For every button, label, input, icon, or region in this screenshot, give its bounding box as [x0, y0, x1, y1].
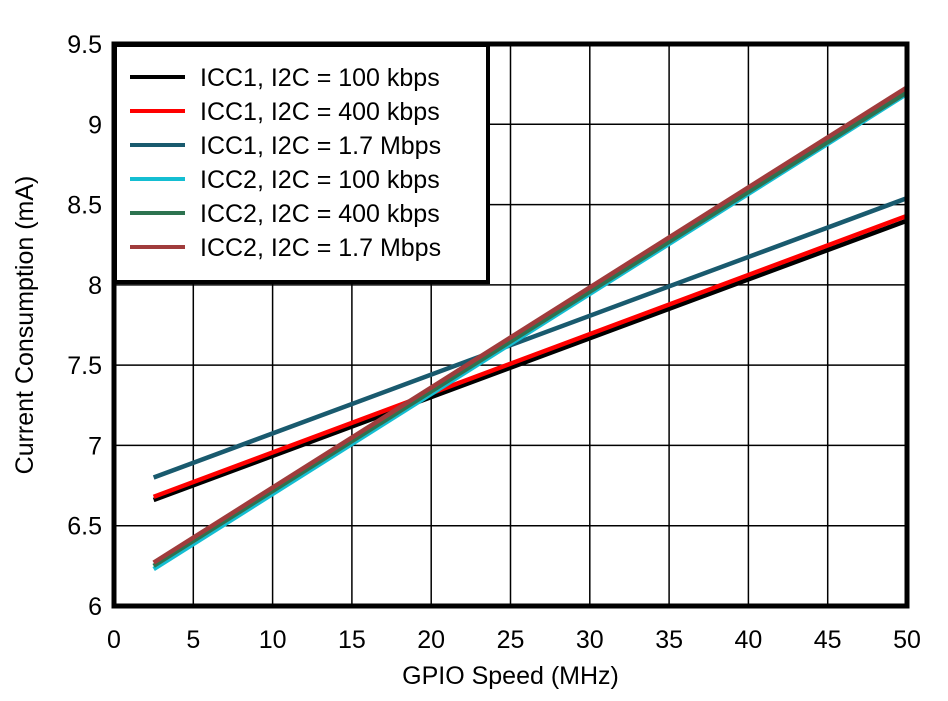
legend-label: ICC2, I2C = 1.7 Mbps	[200, 234, 441, 262]
y-tick-label: 7.5	[67, 352, 102, 380]
y-axis-title: Current Consumption (mA)	[11, 176, 39, 475]
y-tick-label: 6.5	[67, 513, 102, 541]
x-tick-label: 35	[655, 626, 683, 654]
data-series	[152, 85, 909, 571]
y-tick-label: 8	[88, 272, 102, 300]
y-tick-label: 8.5	[67, 192, 102, 220]
plot-frame	[111, 41, 910, 609]
y-tick-label: 6	[88, 593, 102, 621]
series-line-1	[152, 218, 908, 503]
y-axis-ticks: 6 6.5 7 7.5 8 8.5 9 9.5	[67, 31, 102, 621]
x-tick-label: 50	[893, 626, 921, 654]
series-line-2	[152, 213, 908, 499]
y-tick-label: 9.5	[67, 31, 102, 59]
x-tick-label: 25	[497, 626, 525, 654]
x-tick-label: 30	[576, 626, 604, 654]
x-tick-label: 10	[259, 626, 287, 654]
legend-label: ICC2, I2C = 400 kbps	[200, 200, 440, 228]
x-tick-label: 20	[417, 626, 445, 654]
legend-label: ICC1, I2C = 1.7 Mbps	[200, 132, 441, 160]
x-tick-label: 0	[107, 626, 121, 654]
x-axis-title: GPIO Speed (MHz)	[402, 662, 619, 690]
legend-label: ICC2, I2C = 100 kbps	[200, 166, 440, 194]
x-tick-label: 5	[186, 626, 200, 654]
series-line-6	[152, 85, 909, 565]
x-tick-label: 45	[814, 626, 842, 654]
series-line-3	[152, 196, 908, 480]
x-axis-ticks: 0 5 10 15 20 25 30 35 40 45 50	[107, 626, 921, 654]
x-tick-label: 15	[338, 626, 366, 654]
y-tick-label: 7	[88, 432, 102, 460]
legend-label: ICC1, I2C = 100 kbps	[200, 64, 440, 92]
x-tick-label: 40	[734, 626, 762, 654]
y-tick-label: 9	[88, 111, 102, 139]
legend-label: ICC1, I2C = 400 kbps	[200, 98, 440, 126]
legend-box	[113, 43, 490, 284]
series-line-5	[152, 90, 909, 568]
legend: ICC1, I2C = 100 kbps ICC1, I2C = 400 kbps…	[113, 43, 490, 284]
